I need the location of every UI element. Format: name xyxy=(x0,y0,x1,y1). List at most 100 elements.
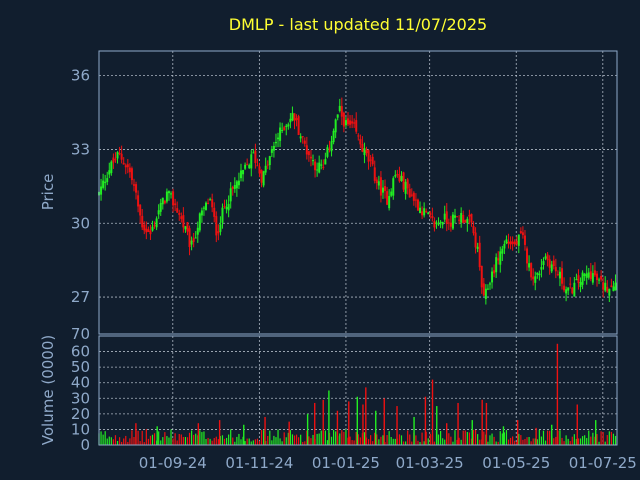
x-tick-label: 01-03-25 xyxy=(396,454,464,472)
volume-bar xyxy=(166,436,168,445)
x-tick-label: 01-09-24 xyxy=(139,454,207,472)
candle-body xyxy=(554,267,557,272)
volume-bar xyxy=(116,440,119,445)
volume-bar xyxy=(180,434,182,445)
volume-bar xyxy=(308,436,310,445)
volume-spike-bar xyxy=(314,402,316,445)
volume-bar xyxy=(207,437,209,445)
candle-body xyxy=(456,216,459,218)
volume-bar xyxy=(528,436,530,445)
volume-bar xyxy=(437,434,440,445)
candle-body xyxy=(274,141,277,144)
candle-body xyxy=(334,119,337,133)
candle-body xyxy=(577,275,580,284)
candle-body xyxy=(394,174,397,177)
candle-body xyxy=(112,157,115,163)
volume-bar xyxy=(474,429,477,445)
volume-bar xyxy=(162,437,164,445)
candle-body xyxy=(314,161,317,171)
volume-bar xyxy=(400,435,403,445)
candle-body xyxy=(416,199,419,211)
volume-bar xyxy=(324,430,326,445)
candle-body xyxy=(151,226,154,231)
volume-spike-bar xyxy=(481,399,483,445)
candle-body xyxy=(384,186,387,191)
candle-body xyxy=(575,279,578,281)
candle-body xyxy=(145,228,148,233)
candle-body xyxy=(591,273,594,283)
volume-spike-bar xyxy=(436,406,438,445)
volume-bar xyxy=(164,432,166,445)
candle-body xyxy=(503,243,506,249)
volume-bar xyxy=(236,436,238,445)
volume-bar xyxy=(341,430,343,445)
candle-body xyxy=(143,224,146,231)
candle-body xyxy=(361,144,364,152)
volume-bar xyxy=(137,430,139,445)
candle-body xyxy=(272,145,275,151)
candle-body xyxy=(414,199,417,201)
candle-body xyxy=(128,167,131,173)
volume-tick-label: 40 xyxy=(71,374,90,392)
candle-body xyxy=(569,283,572,285)
candle-body xyxy=(338,105,341,111)
volume-bar xyxy=(427,438,429,445)
candle-body xyxy=(587,272,590,278)
candle-body xyxy=(386,191,389,205)
volume-bar xyxy=(205,438,207,445)
candle-body xyxy=(548,259,551,268)
candle-body xyxy=(289,118,292,123)
volume-bar xyxy=(271,440,273,445)
volume-bar xyxy=(186,437,189,445)
volume-spike-bar xyxy=(365,387,367,445)
candle-body xyxy=(295,118,298,120)
candle-body xyxy=(532,276,535,280)
candle-body xyxy=(517,234,520,246)
volume-bar xyxy=(464,430,466,445)
candle-body xyxy=(454,215,457,218)
candle-body xyxy=(534,276,537,283)
candle-body xyxy=(244,164,247,169)
candle-body xyxy=(186,222,189,232)
volume-bar xyxy=(273,435,275,445)
candle-body xyxy=(511,241,514,244)
volume-spike-bar xyxy=(595,420,597,445)
volume-bar xyxy=(326,440,329,445)
volume-spike-bar xyxy=(485,402,488,445)
volume-bar xyxy=(392,438,394,445)
candle-body xyxy=(219,224,222,232)
volume-bar xyxy=(462,430,464,445)
candle-body xyxy=(242,170,245,175)
volume-bar xyxy=(429,433,431,445)
candle-body xyxy=(297,116,300,136)
volume-spike-bar xyxy=(375,410,377,445)
candle-body xyxy=(217,231,220,234)
candle-body xyxy=(139,204,142,216)
volume-bar xyxy=(221,435,224,445)
volume-bar xyxy=(456,439,458,445)
volume-bar xyxy=(131,430,133,445)
candle-body xyxy=(497,258,500,261)
candle-body xyxy=(474,232,477,248)
volume-bar xyxy=(384,442,386,445)
volume-bar xyxy=(567,438,569,445)
candle-body xyxy=(468,214,471,217)
volume-bar xyxy=(363,432,366,445)
volume-bar xyxy=(588,430,590,445)
volume-spike-bar xyxy=(383,398,385,445)
x-tick-label: 01-07-25 xyxy=(569,454,637,472)
candle-body xyxy=(429,212,432,216)
volume-bar xyxy=(522,439,524,445)
candle-body xyxy=(521,232,524,236)
candle-body xyxy=(563,285,566,291)
volume-bar xyxy=(466,431,468,445)
volume-bar xyxy=(223,438,226,445)
volume-bar xyxy=(586,438,588,445)
volume-spike-bar xyxy=(197,423,200,445)
volume-bar xyxy=(182,436,184,445)
candle-body xyxy=(299,136,302,139)
volume-bar xyxy=(602,432,604,445)
volume-bar xyxy=(425,431,427,445)
candle-body xyxy=(505,239,508,244)
candle-body xyxy=(229,188,232,202)
